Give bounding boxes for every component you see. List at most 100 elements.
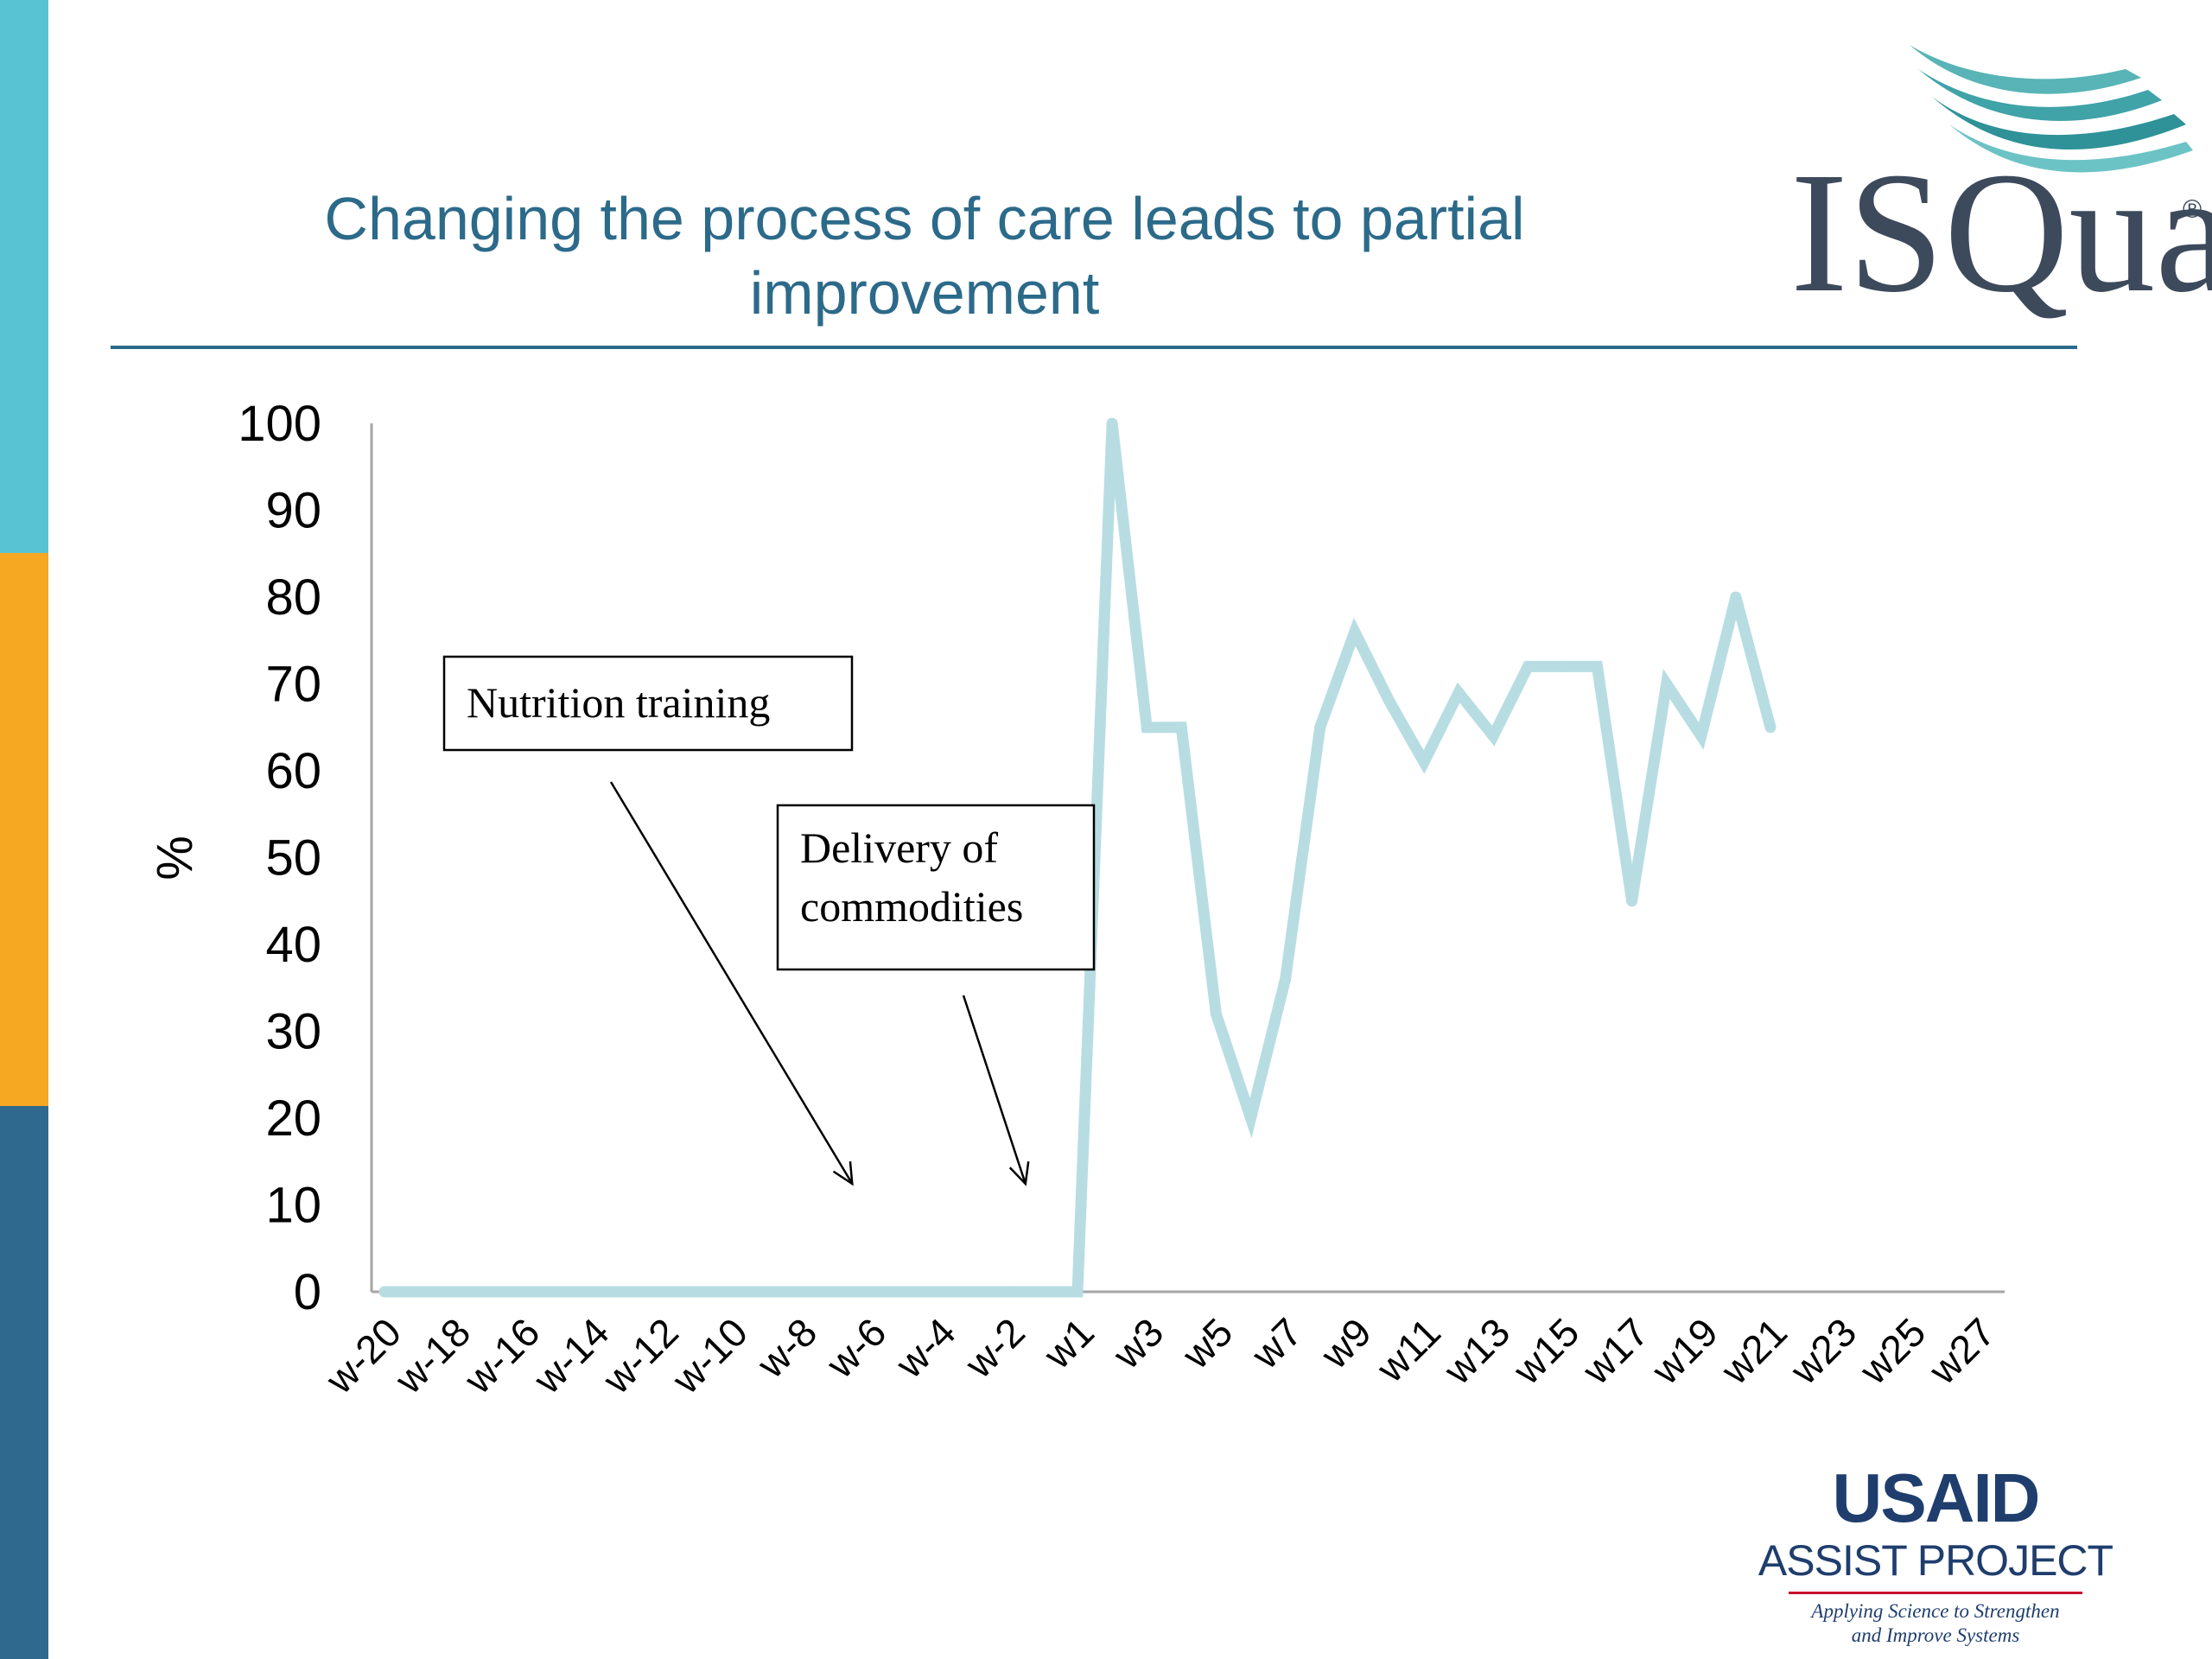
annotation: Delivery of commodities (776, 804, 1096, 1186)
data-point (1661, 678, 1673, 690)
tagline-line-2: and Improve Systems (1851, 1624, 2020, 1646)
x-tick-label: w19 (1643, 1309, 1726, 1393)
data-point (517, 1286, 529, 1298)
data-point (725, 1286, 737, 1298)
x-tick-label: w-16 (454, 1309, 548, 1402)
x-tick-label: w-20 (316, 1309, 410, 1402)
annotation-text: Delivery of (800, 823, 998, 872)
y-axis-label: % (147, 836, 203, 880)
logo-divider (1789, 1592, 2082, 1594)
data-point (863, 1286, 875, 1298)
data-point (1626, 895, 1638, 907)
data-point (760, 1286, 772, 1298)
data-point (933, 1286, 945, 1298)
data-point (1418, 756, 1430, 768)
y-tick-label: 40 (265, 917, 321, 973)
data-point (378, 1286, 391, 1298)
data-point (448, 1286, 460, 1298)
arrow-head-icon (1008, 1161, 1030, 1186)
annotation-text: Nutrition training (467, 678, 770, 727)
data-point (794, 1286, 806, 1298)
annotation: Nutrition training (442, 655, 854, 1186)
x-tick-label: w21 (1712, 1309, 1796, 1393)
x-tick-label: w-18 (385, 1309, 479, 1402)
y-tick-label: 10 (265, 1178, 321, 1234)
arrow-head-icon (832, 1160, 854, 1186)
y-tick-label: 100 (238, 396, 321, 452)
usaid-assist-logo: USAID ASSIST PROJECT Applying Science to… (1745, 1460, 2126, 1659)
data-point (1695, 730, 1707, 742)
annotation-arrow (609, 781, 854, 1185)
usaid-tagline: Applying Science to Strengthen and Impro… (1745, 1599, 2126, 1648)
data-point (690, 1286, 702, 1298)
data-point (1175, 721, 1187, 734)
x-tick-label: w-8 (747, 1309, 825, 1387)
x-tick-label: w7 (1243, 1309, 1311, 1377)
data-point (1522, 660, 1534, 672)
data-point (1592, 660, 1603, 672)
x-tick-label: w-4 (887, 1309, 964, 1387)
data-point (1556, 660, 1568, 672)
y-tick-label: 20 (265, 1090, 321, 1147)
annotation-box (442, 655, 854, 752)
data-point (1210, 1007, 1222, 1020)
tagline-line-1: Applying Science to Strengthen (1811, 1600, 2060, 1622)
annotation-box (776, 804, 1096, 971)
data-point (552, 1286, 563, 1298)
data-point (413, 1286, 425, 1298)
isqua-wordmark: ISQua (1790, 137, 2212, 328)
data-point (1037, 1286, 1049, 1298)
x-tick-label: w5 (1173, 1309, 1241, 1377)
data-point (587, 1286, 599, 1298)
annotation-text: commodities (800, 882, 1023, 931)
data-point (1141, 721, 1153, 734)
y-tick-label: 50 (265, 830, 321, 887)
y-tick-label: 30 (265, 1004, 321, 1060)
data-point (621, 1286, 633, 1298)
registered-mark: ® (2183, 195, 2202, 224)
x-tick-label: w-14 (524, 1309, 618, 1402)
x-tick-label: w25 (1850, 1309, 1934, 1393)
side-bar-bottom (0, 1106, 48, 1659)
annotation-arrow (962, 995, 1027, 1185)
data-point (1245, 1112, 1256, 1124)
y-tick-label: 70 (265, 657, 321, 713)
data-point (656, 1286, 668, 1298)
x-tick-label: w3 (1103, 1309, 1172, 1377)
title-divider (111, 346, 2077, 349)
x-tick-label: w11 (1367, 1309, 1449, 1391)
x-tick-label: w-10 (663, 1309, 756, 1402)
data-point (1071, 1286, 1084, 1298)
y-tick-label: 90 (265, 483, 321, 539)
data-point (1002, 1286, 1014, 1298)
x-tick-label: w1 (1034, 1309, 1103, 1377)
data-point (1764, 721, 1777, 734)
data-point (899, 1286, 910, 1298)
x-tick-label: w15 (1503, 1309, 1587, 1393)
side-bar-top (0, 0, 48, 553)
isqua-logo: ISQua ® (1780, 35, 2212, 328)
x-tick-label: w13 (1434, 1309, 1518, 1393)
usaid-wordmark: USAID (1832, 1459, 2041, 1536)
isqua-wave-icon (1910, 45, 2193, 173)
data-point (1314, 721, 1326, 734)
data-point (829, 1286, 841, 1298)
data-point (968, 1286, 980, 1298)
y-tick-label: 0 (294, 1264, 321, 1320)
side-bar-middle (0, 553, 48, 1106)
data-point (1349, 626, 1361, 638)
assist-project-wordmark: ASSIST PROJECT (1758, 1536, 2113, 1585)
slide-title: Changing the process of care leads to pa… (324, 185, 1525, 327)
x-tick-label: w-6 (817, 1309, 895, 1387)
y-tick-label: 60 (265, 743, 321, 799)
data-point (1730, 591, 1742, 603)
x-tick-label: w-12 (594, 1309, 687, 1402)
data-point (1487, 730, 1499, 742)
x-tick-label: w27 (1920, 1309, 2004, 1393)
data-point (482, 1286, 494, 1298)
data-point (1383, 696, 1395, 708)
data-point (1280, 973, 1292, 985)
y-tick-label: 80 (265, 569, 321, 626)
